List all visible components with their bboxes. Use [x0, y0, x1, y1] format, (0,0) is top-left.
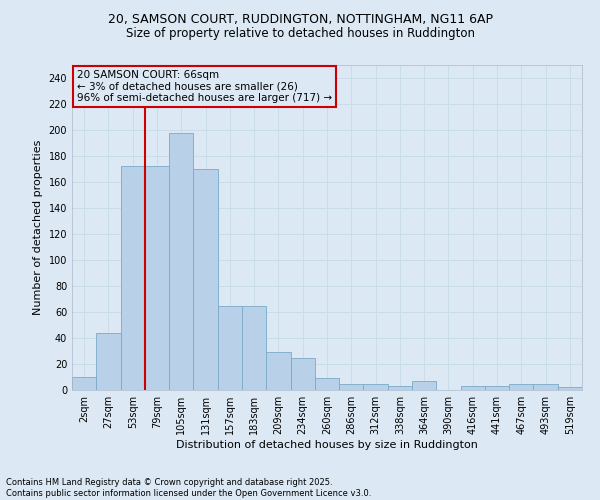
- Y-axis label: Number of detached properties: Number of detached properties: [33, 140, 43, 315]
- Text: 20 SAMSON COURT: 66sqm
← 3% of detached houses are smaller (26)
96% of semi-deta: 20 SAMSON COURT: 66sqm ← 3% of detached …: [77, 70, 332, 103]
- X-axis label: Distribution of detached houses by size in Ruddington: Distribution of detached houses by size …: [176, 440, 478, 450]
- Text: Contains HM Land Registry data © Crown copyright and database right 2025.
Contai: Contains HM Land Registry data © Crown c…: [6, 478, 371, 498]
- Bar: [96, 333, 121, 390]
- Bar: [242, 306, 266, 390]
- Bar: [388, 386, 412, 390]
- Bar: [193, 169, 218, 390]
- Bar: [339, 384, 364, 390]
- Bar: [485, 386, 509, 390]
- Bar: [266, 352, 290, 390]
- Bar: [558, 388, 582, 390]
- Bar: [461, 386, 485, 390]
- Bar: [412, 381, 436, 390]
- Text: 20, SAMSON COURT, RUDDINGTON, NOTTINGHAM, NG11 6AP: 20, SAMSON COURT, RUDDINGTON, NOTTINGHAM…: [107, 12, 493, 26]
- Bar: [290, 358, 315, 390]
- Bar: [315, 378, 339, 390]
- Bar: [72, 377, 96, 390]
- Bar: [533, 384, 558, 390]
- Bar: [218, 306, 242, 390]
- Bar: [509, 384, 533, 390]
- Bar: [145, 166, 169, 390]
- Bar: [121, 166, 145, 390]
- Bar: [364, 384, 388, 390]
- Bar: [169, 132, 193, 390]
- Text: Size of property relative to detached houses in Ruddington: Size of property relative to detached ho…: [125, 28, 475, 40]
